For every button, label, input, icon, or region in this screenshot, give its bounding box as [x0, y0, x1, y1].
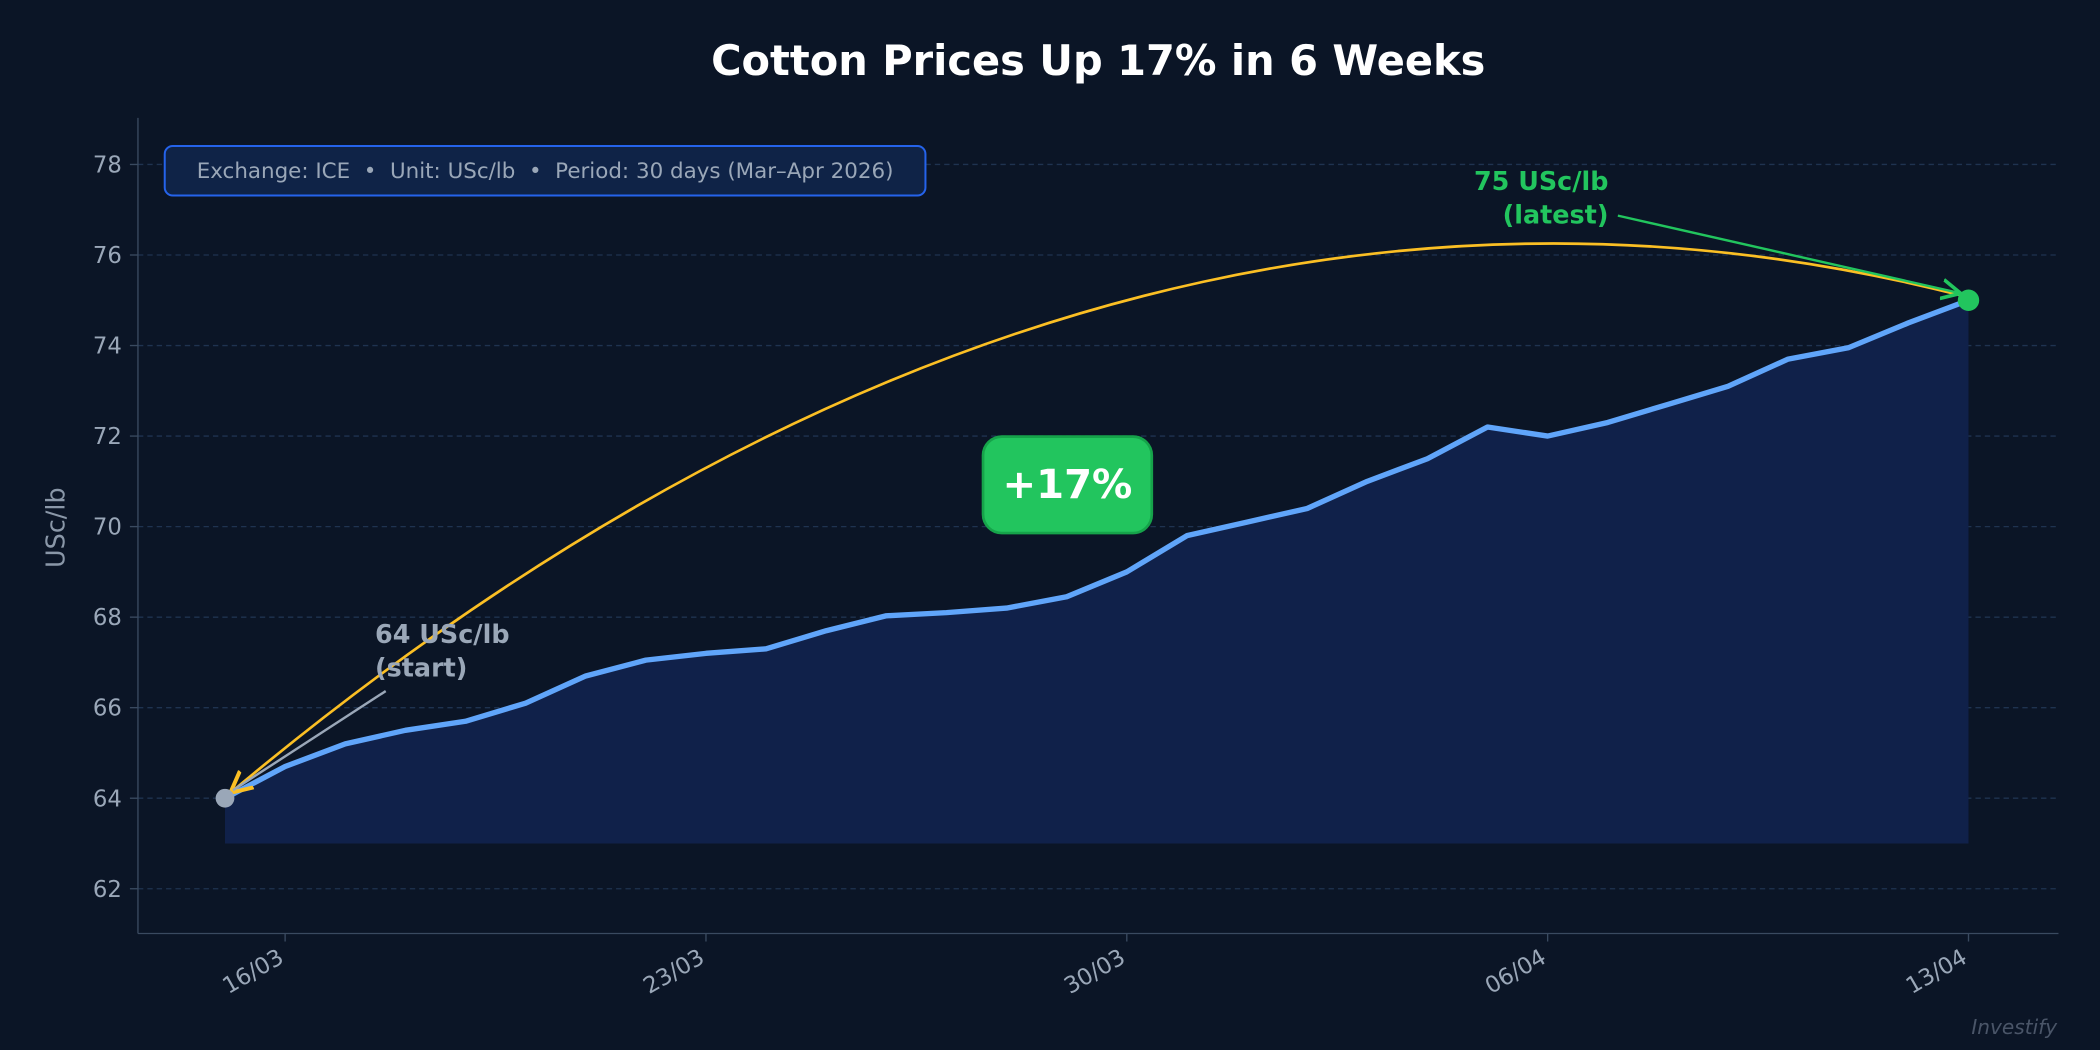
- watermark: Investify: [1971, 1015, 2058, 1039]
- y-axis-label: USc/lb: [40, 487, 70, 568]
- y-tick-label: 64: [93, 786, 122, 812]
- start-annotation-line: [232, 690, 387, 792]
- y-tick-label: 74: [93, 334, 122, 360]
- start-point-marker: [215, 788, 235, 808]
- latest-annotation-label: (latest): [1503, 200, 1609, 230]
- info-box-text: Exchange: ICE • Unit: USc/lb • Period: 3…: [197, 159, 894, 184]
- y-tick-label: 78: [93, 153, 122, 179]
- latest-annotation-value: 75 USc/lb: [1474, 166, 1609, 196]
- latest-annotation-arrow: [1617, 214, 1961, 294]
- change-badge-text: +17%: [1003, 462, 1133, 508]
- y-tick-label: 62: [93, 877, 122, 903]
- change-badge: +17%: [981, 435, 1154, 535]
- price-line: [223, 297, 1970, 801]
- start-annotation-label: (start): [375, 652, 467, 682]
- y-tick-label: 72: [93, 424, 122, 450]
- change-arc-arrow: [230, 242, 1964, 792]
- chart-title: Cotton Prices Up 17% in 6 Weeks: [711, 36, 1485, 85]
- y-tick-label: 76: [93, 243, 122, 269]
- y-tick-label: 70: [93, 515, 122, 541]
- latest-point-marker: [1957, 289, 1980, 311]
- info-box: Exchange: ICE • Unit: USc/lb • Period: 3…: [163, 144, 927, 197]
- y-ticks: 62 64 66 68 70 72 74 76 78: [93, 153, 138, 903]
- start-annotation-value: 64 USc/lb: [375, 619, 510, 649]
- y-tick-label: 66: [93, 696, 122, 722]
- y-tick-label: 68: [93, 605, 122, 631]
